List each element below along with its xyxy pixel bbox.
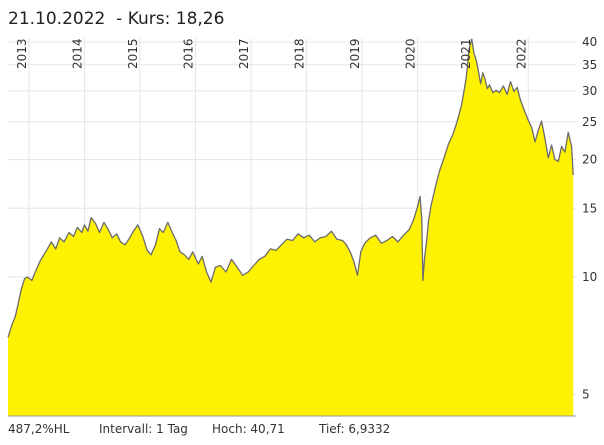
header-date: 21.10.2022	[8, 9, 106, 29]
header-sep: -	[105, 9, 128, 29]
y-tick-30: 30	[582, 84, 597, 98]
y-tick-40: 40	[582, 35, 597, 49]
y-tick-20: 20	[582, 153, 597, 167]
x-tick-2021: 2021	[459, 38, 473, 69]
x-tick-2022: 2022	[514, 38, 528, 69]
performance-label: 487,2%HL	[8, 422, 70, 436]
chart-title: 21.10.2022 - Kurs: 18,26	[8, 9, 224, 29]
x-tick-2017: 2017	[237, 38, 251, 69]
low-label: Tief: 6,9332	[319, 422, 391, 436]
y-tick-25: 25	[582, 115, 597, 129]
price-area	[8, 39, 574, 416]
price-line	[7, 38, 574, 338]
interval-label: Intervall: 1 Tag	[99, 422, 188, 436]
x-tick-2014: 2014	[71, 38, 85, 69]
x-tick-2015: 2015	[126, 38, 140, 69]
y-tick-labels: 5 10 15 20 25 30 35 40	[582, 35, 597, 401]
x-tick-2016: 2016	[181, 38, 195, 69]
x-tick-2020: 2020	[403, 38, 417, 69]
y-tick-10: 10	[582, 270, 597, 284]
x-tick-2019: 2019	[348, 38, 362, 69]
high-label: Hoch: 40,71	[212, 422, 285, 436]
header-price: Kurs: 18,26	[127, 9, 225, 29]
x-tick-2018: 2018	[292, 38, 306, 69]
y-tick-15: 15	[582, 201, 597, 215]
y-tick-5: 5	[582, 387, 590, 401]
x-tick-labels: 2013 2014 2015 2016 2017 2018 2019 2020 2021 2022	[15, 38, 528, 69]
x-tick-2013: 2013	[15, 38, 29, 69]
y-tick-35: 35	[582, 58, 597, 72]
